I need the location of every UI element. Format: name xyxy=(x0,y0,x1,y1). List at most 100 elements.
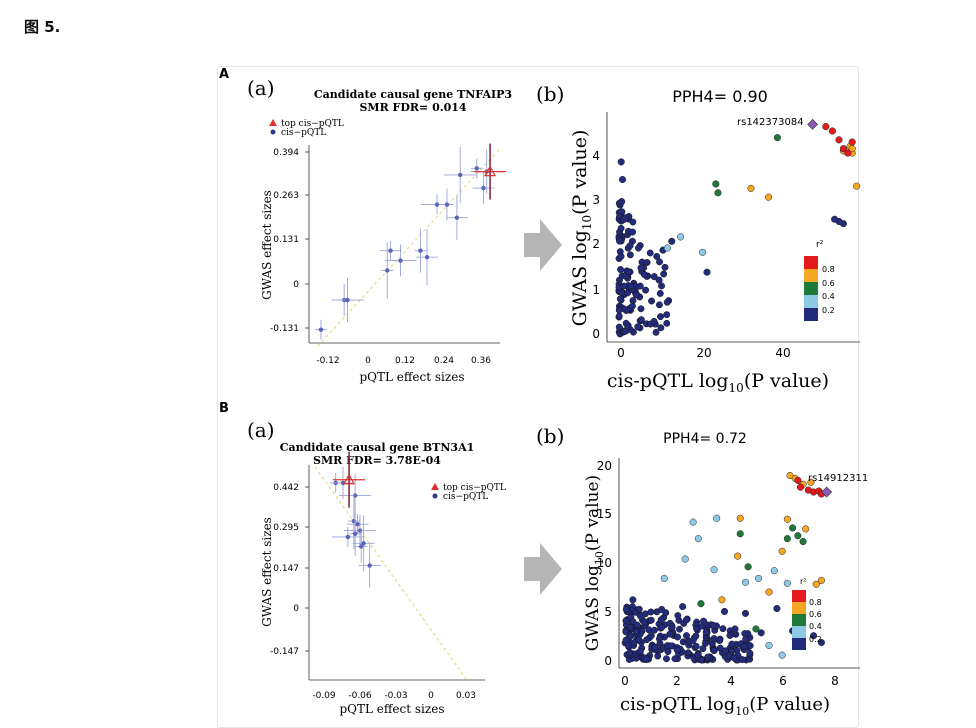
smr-a-xtick: 0.24 xyxy=(434,356,454,366)
variant-point xyxy=(757,629,765,637)
variant-point xyxy=(632,628,640,636)
variant-point xyxy=(617,252,625,260)
variant-point xyxy=(671,655,679,663)
r2-swatch xyxy=(792,602,806,614)
variant-point xyxy=(657,313,664,321)
variant-point xyxy=(663,311,671,319)
coloc-b-xtick: 2 xyxy=(673,674,681,688)
variant-point xyxy=(663,319,671,327)
variant-point xyxy=(718,596,726,604)
variant-point xyxy=(652,328,660,336)
coloc-b-ytick: 10 xyxy=(597,556,612,570)
variant-point xyxy=(734,552,742,560)
variant-point xyxy=(802,525,810,533)
r2-tick: 0.8 xyxy=(822,265,835,274)
subpanel-label-ba: (a) xyxy=(247,418,275,442)
variant-point xyxy=(710,635,718,643)
smr-b-ytick: 0.295 xyxy=(273,523,299,533)
variant-point xyxy=(747,184,755,192)
variant-point xyxy=(643,655,650,663)
variant-point xyxy=(622,628,630,636)
variant-point xyxy=(741,578,750,586)
variant-point xyxy=(674,612,682,619)
variant-point xyxy=(653,252,661,260)
variant-point xyxy=(720,607,729,616)
variant-point xyxy=(676,625,683,633)
cis-pqtl-point xyxy=(424,255,430,260)
legend-cis-marker-b xyxy=(432,493,438,499)
cis-pqtl-point xyxy=(458,172,463,178)
variant-point xyxy=(622,617,630,625)
variant-point xyxy=(839,145,847,153)
variant-point xyxy=(817,638,825,647)
cis-pqtl-point xyxy=(358,544,364,549)
variant-point xyxy=(655,635,663,643)
variant-point xyxy=(719,625,727,633)
variant-point xyxy=(752,625,760,633)
variant-point xyxy=(692,642,700,650)
variant-point xyxy=(668,623,676,631)
variant-point xyxy=(716,644,724,652)
coloc-b-points xyxy=(621,471,833,664)
cis-pqtl-point xyxy=(318,327,324,332)
smr-a-ytick: 0.263 xyxy=(273,191,299,201)
smr-title-a: Candidate causal gene TNFAIP3 xyxy=(314,88,512,101)
variant-point xyxy=(848,138,856,146)
smr-b-points xyxy=(314,451,468,681)
variant-point xyxy=(643,636,651,644)
panel-letter-a: A xyxy=(219,67,229,82)
coloc-b-xtick: 6 xyxy=(779,674,787,688)
variant-point xyxy=(853,182,861,190)
variant-point xyxy=(773,604,781,613)
variant-point xyxy=(703,268,711,276)
variant-point xyxy=(741,609,750,617)
smr-subtitle-b: SMR FDR= 3.78E-04 xyxy=(313,454,441,467)
cis-pqtl-point xyxy=(398,258,403,263)
variant-point xyxy=(744,563,752,571)
variant-point xyxy=(626,242,634,250)
variant-point xyxy=(654,652,662,660)
variant-point xyxy=(765,193,773,201)
r2-tick: 0.4 xyxy=(822,292,835,301)
variant-point xyxy=(617,158,625,166)
variant-point xyxy=(844,149,852,157)
smr-b-ylabel: GWAS effect sizes xyxy=(260,517,274,627)
r2-swatch xyxy=(792,614,806,626)
variant-point xyxy=(831,215,839,223)
variant-point xyxy=(637,264,645,272)
r2-legend-title-a: r² xyxy=(816,240,824,250)
variant-point xyxy=(628,302,636,310)
r2-tick: 0.8 xyxy=(809,598,822,607)
variant-point xyxy=(668,237,676,245)
variant-point xyxy=(726,631,734,639)
variant-point xyxy=(704,653,712,661)
variant-point xyxy=(699,248,707,256)
cis-pqtl-point xyxy=(454,215,460,220)
variant-point xyxy=(746,649,754,657)
variant-point xyxy=(770,567,778,575)
smr-plot-a: (a) Candidate causal gene TNFAIP3 SMR FD… xyxy=(247,76,512,384)
variant-point xyxy=(637,612,645,620)
variant-point xyxy=(778,651,786,659)
variant-point xyxy=(694,651,702,659)
variant-point xyxy=(642,286,650,294)
subpanel-label-bb: (b) xyxy=(536,424,564,448)
r2-legend-title-b: r² xyxy=(800,577,807,586)
cis-pqtl-point xyxy=(345,534,351,540)
variant-point xyxy=(624,268,632,276)
coloc-b-xtick: 8 xyxy=(831,674,839,688)
coloc-a-xtick: 20 xyxy=(696,346,711,360)
variant-point xyxy=(627,623,635,631)
legend-cis-marker-a xyxy=(270,129,276,135)
variant-point xyxy=(710,647,718,655)
coloc-a-ytick: 3 xyxy=(592,193,600,207)
variant-point xyxy=(822,123,830,131)
variant-point xyxy=(647,632,655,640)
variant-point xyxy=(662,655,670,663)
variant-point xyxy=(689,518,697,526)
variant-point xyxy=(810,632,818,640)
coloc-b-ytick: 20 xyxy=(597,459,612,473)
variant-point xyxy=(635,636,643,644)
variant-point xyxy=(656,290,664,297)
smr-b-xtick: 0 xyxy=(428,691,434,701)
